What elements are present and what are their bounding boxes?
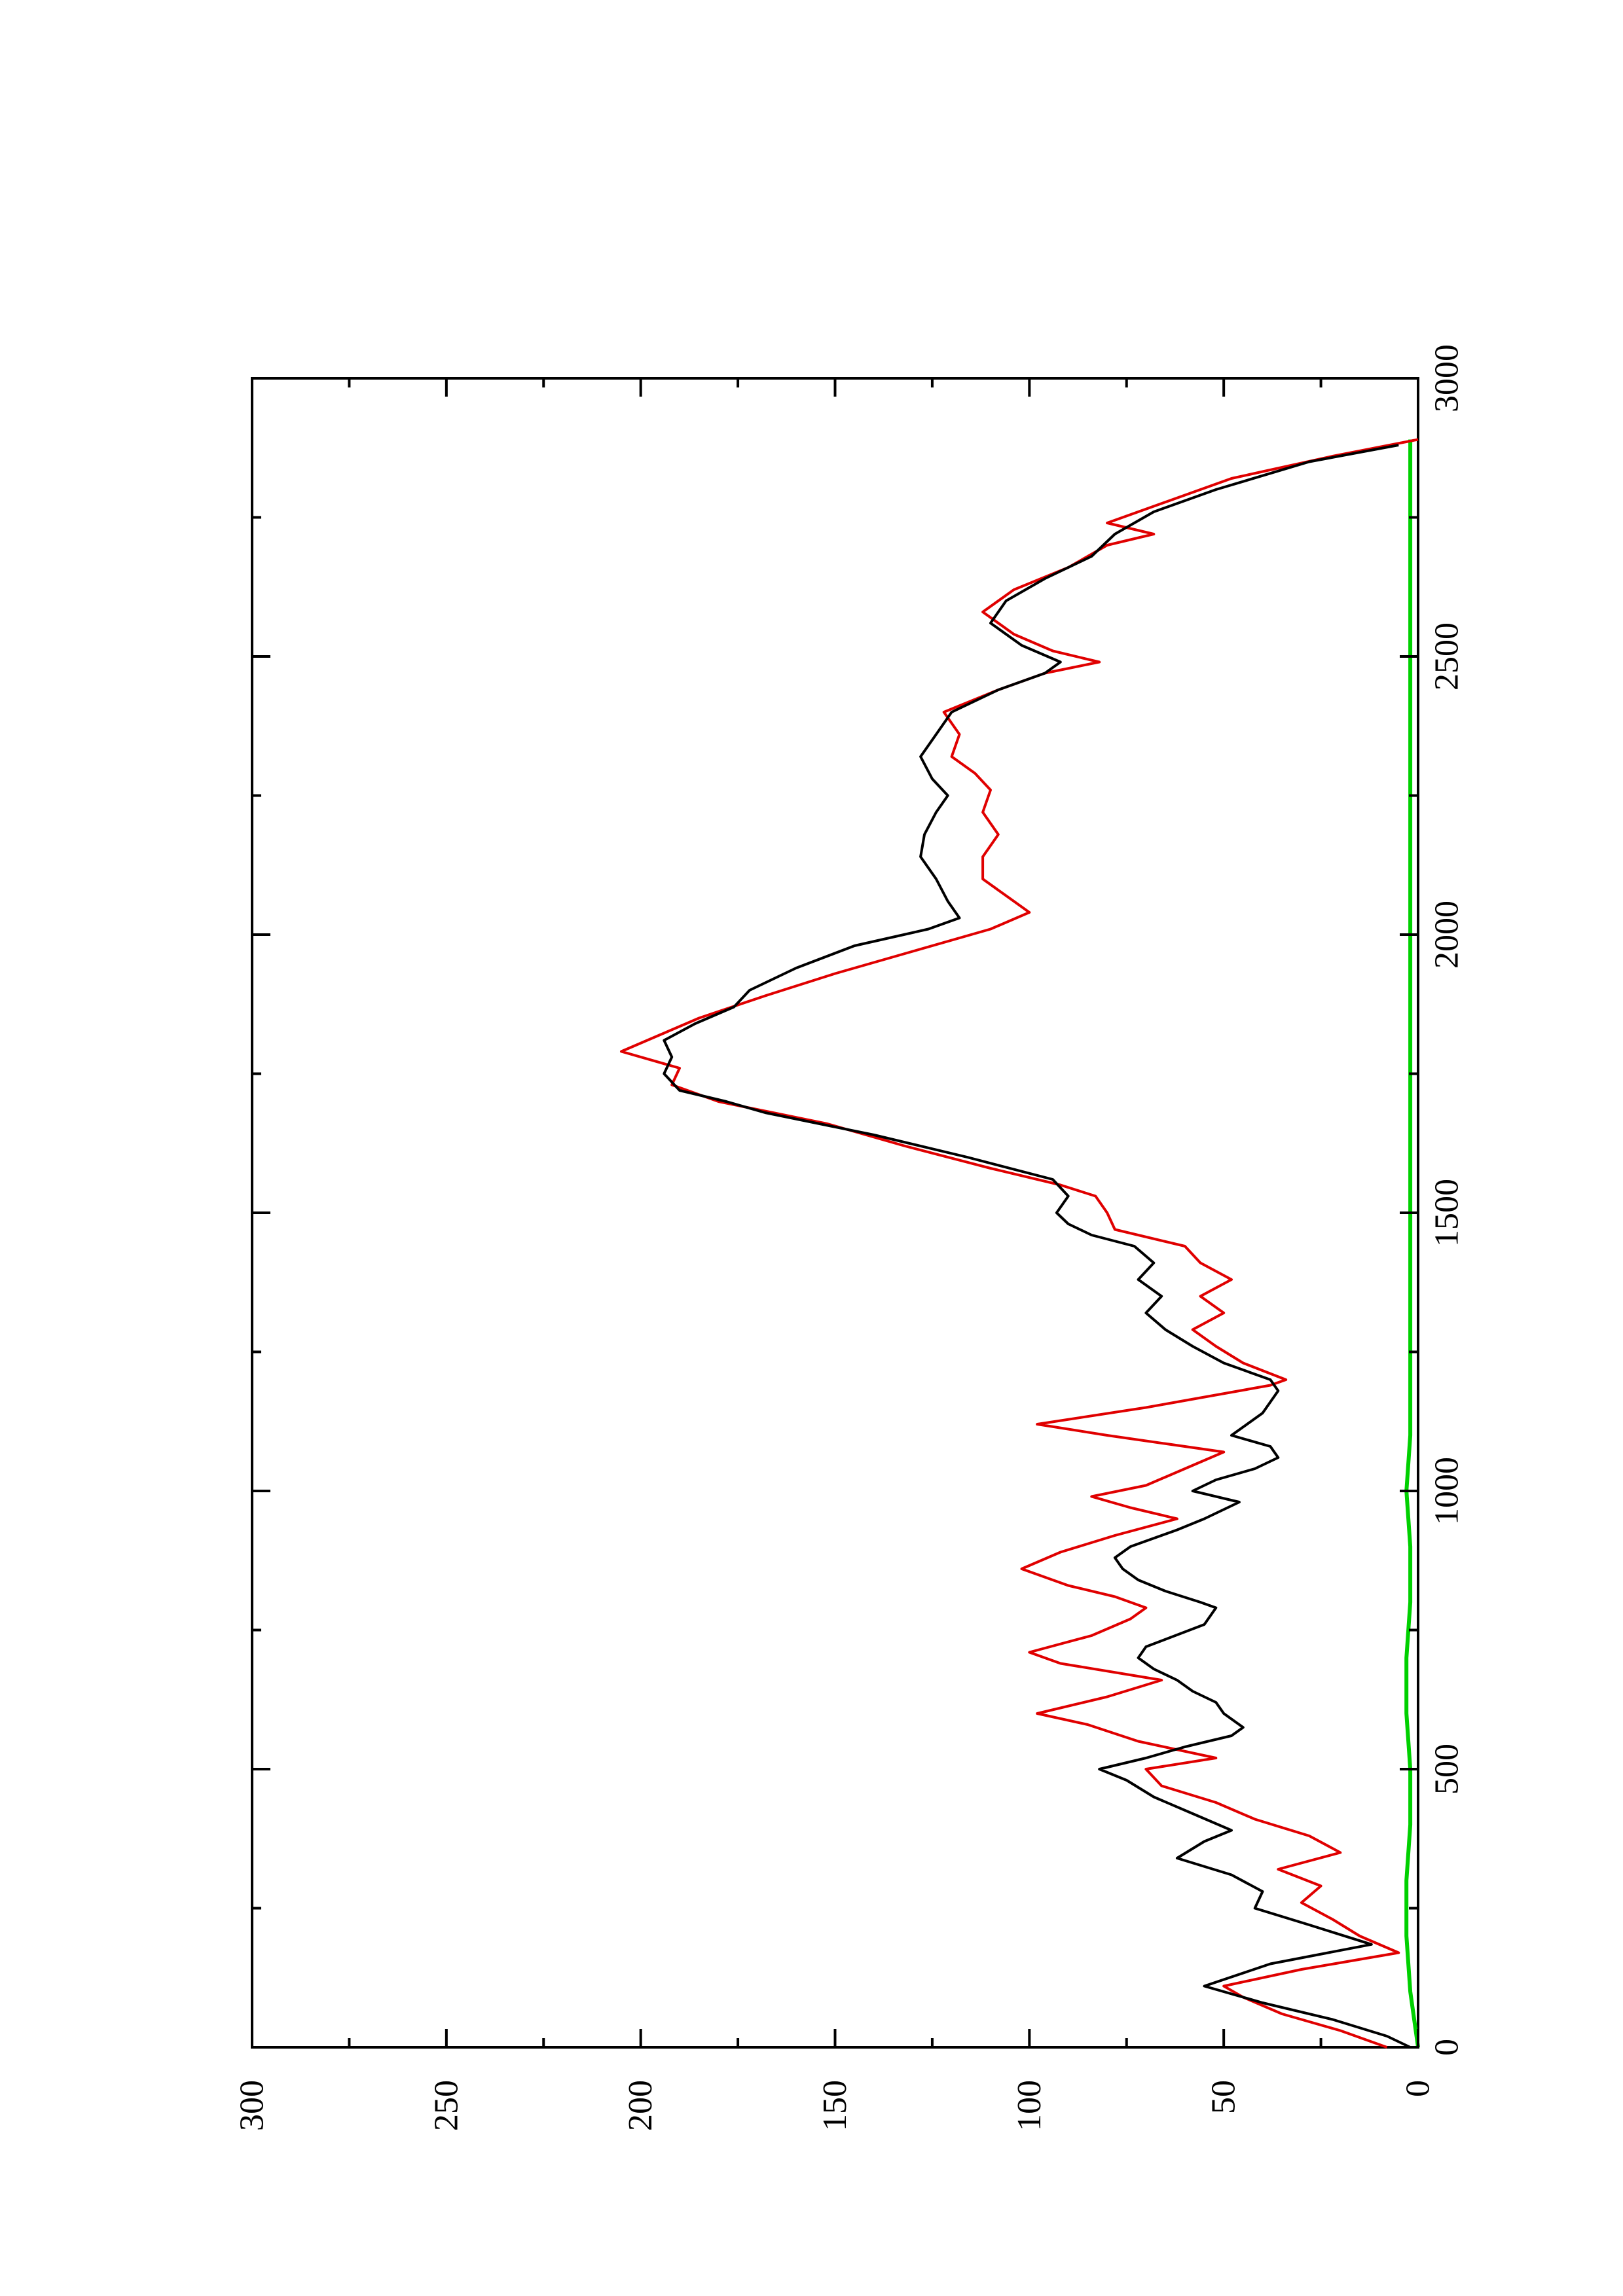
x-tick-label: 3000 xyxy=(1429,344,1466,412)
x-tick-label: 2500 xyxy=(1429,622,1466,691)
series-line-0 xyxy=(663,444,1411,2049)
y-tick-label: 300 xyxy=(234,2080,271,2131)
x-tick-label: 2000 xyxy=(1429,901,1466,969)
y-tick-label: 200 xyxy=(622,2080,659,2131)
x-tick-label: 500 xyxy=(1429,1744,1466,1795)
series-line-1 xyxy=(620,438,1419,2049)
y-tick-label: 150 xyxy=(816,2080,854,2131)
y-tick-label: 250 xyxy=(428,2080,465,2131)
series-layer xyxy=(620,438,1420,2049)
y-tick-label: 100 xyxy=(1011,2080,1048,2131)
tick-layer xyxy=(251,377,1419,2049)
y-tick-label: 0 xyxy=(1400,2080,1437,2097)
label-layer: 0 500 1000 1500 2000 2500 3000 0 50 100 150 200 250 3… xyxy=(234,344,1466,2131)
y-tick-label: 50 xyxy=(1205,2080,1243,2114)
x-tick-label: 1500 xyxy=(1429,1179,1466,1247)
x-tick-label: 1000 xyxy=(1429,1457,1466,1525)
series-line-2 xyxy=(1404,439,1420,2048)
x-tick-label: 0 xyxy=(1429,2039,1466,2056)
